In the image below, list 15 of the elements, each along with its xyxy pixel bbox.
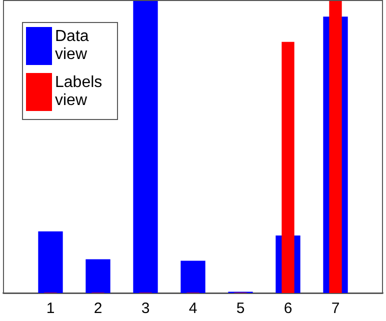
x-tick-label: 2 xyxy=(94,300,102,318)
x-tick-label: 4 xyxy=(188,300,198,318)
x-tick-label: 3 xyxy=(141,300,150,318)
x-tick-label: 1 xyxy=(46,300,55,318)
bar xyxy=(282,42,294,293)
legend-label: Labels view xyxy=(55,74,104,110)
bar xyxy=(38,231,63,293)
legend-label: Data view xyxy=(55,28,90,64)
x-tick-label: 6 xyxy=(284,300,292,318)
bar xyxy=(86,259,110,293)
bar xyxy=(180,260,206,293)
bar xyxy=(133,0,158,293)
x-tick-label: 7 xyxy=(331,300,340,318)
x-tick-label: 5 xyxy=(236,300,245,318)
bar xyxy=(329,0,342,293)
